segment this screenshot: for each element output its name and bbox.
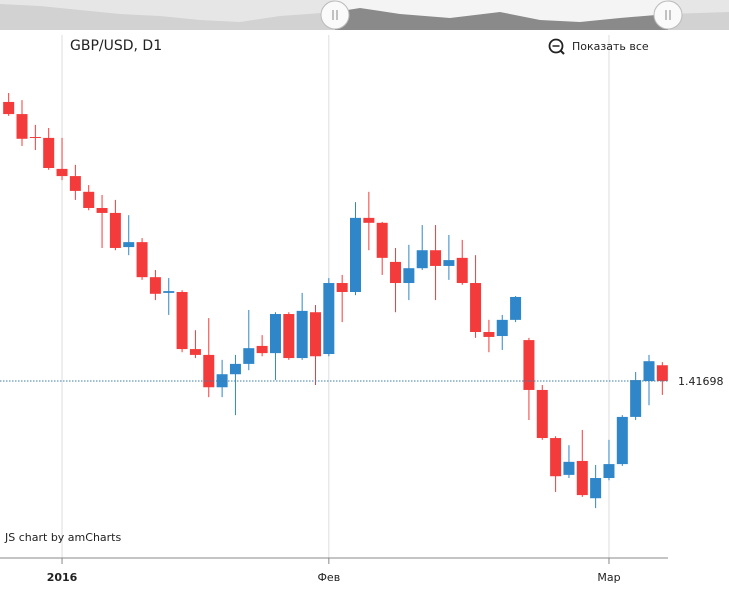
chart-title: GBP/USD, D1 xyxy=(70,38,162,54)
candle-body xyxy=(283,314,295,359)
candle-body xyxy=(96,207,108,213)
candle-body xyxy=(16,114,28,139)
x-tick-label: 2016 xyxy=(47,571,78,584)
candle-body xyxy=(29,136,41,138)
candle-body xyxy=(456,257,468,284)
candle-body xyxy=(109,212,121,248)
candle-body xyxy=(603,464,615,479)
candle-body xyxy=(416,250,428,269)
candle-body xyxy=(363,217,375,223)
candle-body xyxy=(656,365,668,382)
candle-body xyxy=(643,361,655,382)
candle-body xyxy=(590,478,602,499)
candle-body xyxy=(83,191,95,208)
candle-body xyxy=(483,331,495,337)
scrollbar-handle-right[interactable] xyxy=(653,0,683,30)
scrollbar[interactable] xyxy=(0,0,729,30)
candle-body xyxy=(256,345,268,354)
candle-body xyxy=(296,310,308,359)
candle-body xyxy=(576,460,588,496)
zoom-out-label[interactable]: Показать все xyxy=(572,40,649,53)
candle-body xyxy=(536,389,548,439)
candle-body xyxy=(630,380,642,417)
candle-body xyxy=(563,461,575,475)
candle-body xyxy=(203,354,215,388)
price-label: 1.41698 xyxy=(678,375,724,388)
candle-body xyxy=(470,283,482,332)
candle-body xyxy=(123,242,135,248)
candle-body xyxy=(550,438,562,477)
candle-body xyxy=(243,348,255,364)
candle-body xyxy=(323,283,335,355)
candle-body xyxy=(309,312,321,357)
zoom-icon xyxy=(560,50,565,55)
candle-body xyxy=(390,261,402,284)
scrollbar-graph xyxy=(668,12,729,30)
handle-grip xyxy=(665,10,671,20)
x-tick-label: Мар xyxy=(597,571,620,584)
candle-body xyxy=(336,283,348,293)
candle-body xyxy=(430,250,442,266)
candle-body xyxy=(403,268,415,284)
candle-body xyxy=(43,137,55,168)
candle-body xyxy=(69,176,81,191)
candle-body xyxy=(149,277,161,294)
candle-body xyxy=(136,242,148,278)
candle-body xyxy=(163,291,175,293)
candle-body xyxy=(496,319,508,337)
candle-body xyxy=(269,314,281,354)
candle-body xyxy=(3,101,15,115)
scrollbar-graph xyxy=(0,4,335,30)
candle-body xyxy=(510,296,522,320)
handle-grip xyxy=(332,10,338,20)
credit: JS chart by amCharts xyxy=(4,531,121,544)
zoom-out-button[interactable]: Показать все xyxy=(548,38,649,55)
candle-body xyxy=(176,292,188,350)
zoom-icon xyxy=(548,38,564,54)
candle-body xyxy=(443,260,455,266)
candle-body xyxy=(616,416,628,465)
x-tick-label: Фев xyxy=(317,571,340,584)
candle-body xyxy=(229,363,241,375)
candle-body xyxy=(376,222,388,258)
candle-body xyxy=(189,349,201,355)
scrollbar-handle-left[interactable] xyxy=(320,0,350,30)
candle-body xyxy=(523,340,535,390)
candle-body xyxy=(56,168,68,177)
scrollbar-graph-selected xyxy=(335,8,668,30)
candle-body xyxy=(350,217,362,293)
